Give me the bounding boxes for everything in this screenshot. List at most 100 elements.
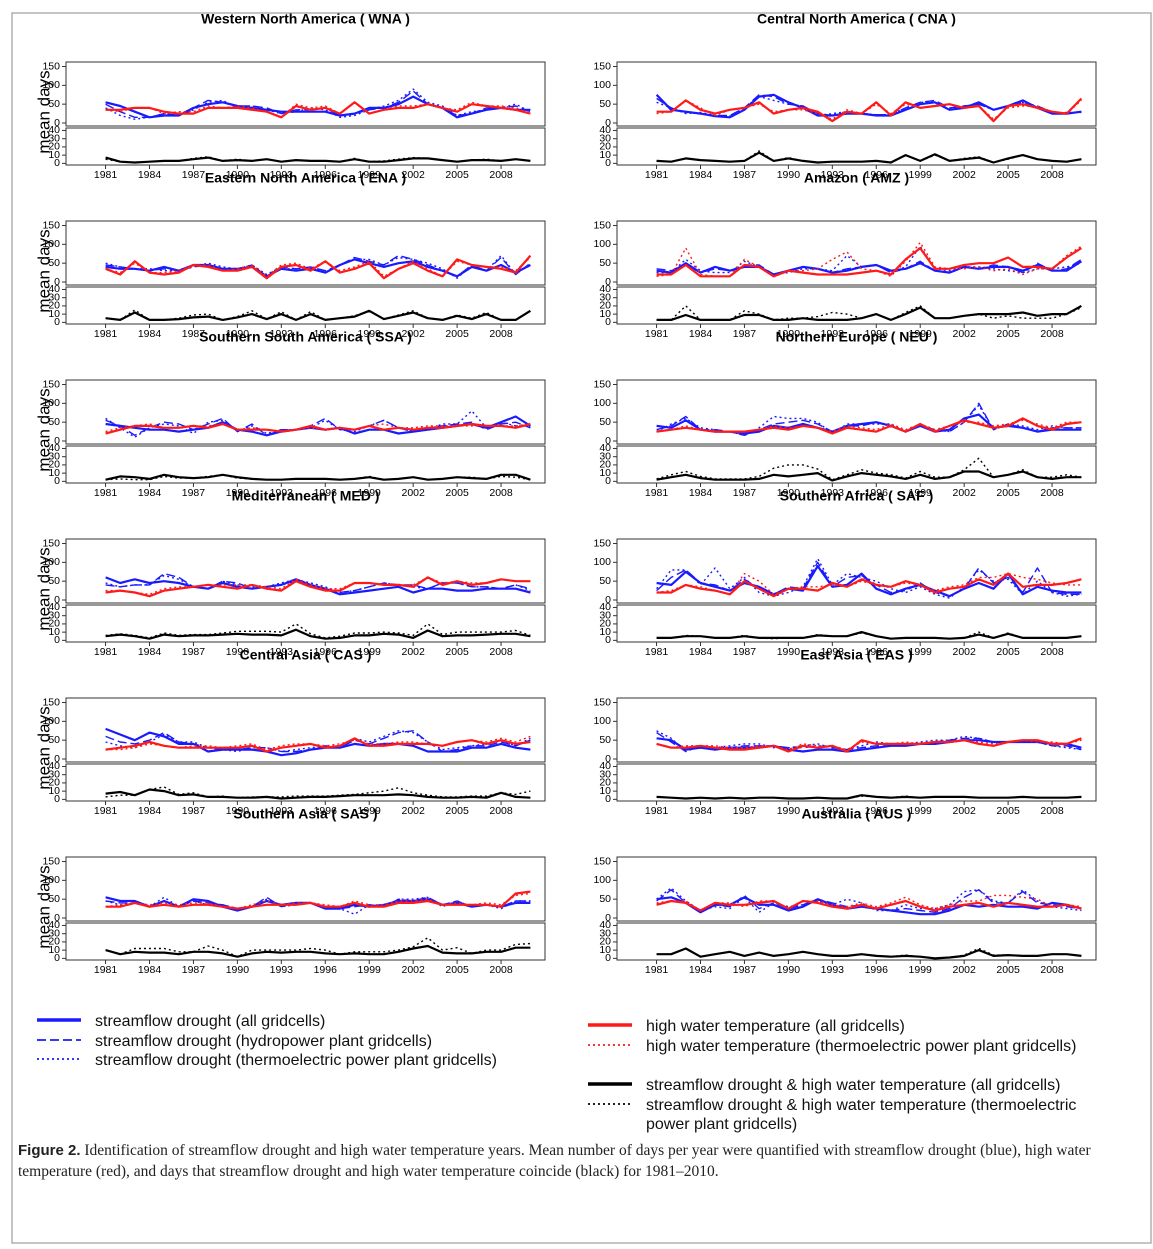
legend-label: high water temperature (all gridcells) (646, 1018, 905, 1035)
x-tick-label: 1996 (314, 487, 338, 499)
x-tick-label: 1990 (226, 169, 250, 181)
y-tick-label: 100 (593, 874, 611, 886)
x-tick-label: 1993 (270, 646, 294, 658)
y-axis-label: mean days (34, 865, 53, 948)
x-tick-label: 2002 (401, 805, 425, 817)
y-tick-label: 20 (48, 300, 60, 312)
series-line (105, 254, 532, 280)
x-tick-label: 1981 (645, 169, 669, 181)
y-tick-label: 20 (599, 459, 611, 471)
x-tick-label: 1981 (645, 646, 669, 658)
y-tick-label: 40 (599, 760, 611, 772)
y-tick-label: 30 (48, 291, 60, 303)
legend-item: streamflow drought (thermoelectric power… (35, 1051, 515, 1070)
x-tick-label: 1999 (909, 646, 933, 658)
x-tick-label: 1999 (358, 964, 382, 976)
y-tick-label: 10 (48, 785, 60, 797)
series-line (656, 894, 1082, 912)
y-tick-label: 0 (605, 753, 611, 765)
x-tick-label: 1984 (138, 328, 162, 340)
x-tick-label: 1990 (226, 805, 250, 817)
y-tick-label: 50 (48, 734, 60, 746)
x-tick-label: 1999 (909, 964, 933, 976)
x-tick-label: 1990 (777, 964, 801, 976)
series-line (105, 892, 531, 910)
series-line (656, 457, 1082, 481)
plot-frame (616, 856, 1097, 922)
y-axis-label: mean days (34, 706, 53, 789)
y-tick-label: 0 (54, 157, 60, 169)
series-line (105, 628, 531, 640)
x-tick-label: 1999 (909, 487, 933, 499)
x-tick-label: 2002 (952, 169, 976, 181)
x-tick-label: 1996 (865, 169, 889, 181)
x-tick-label: 1996 (314, 805, 338, 817)
series-line (656, 561, 1082, 597)
x-tick-label: 1990 (226, 964, 250, 976)
series-line (105, 944, 531, 958)
series-line (656, 151, 1082, 164)
plot-frame (616, 445, 1097, 484)
x-tick-label: 2002 (401, 487, 425, 499)
y-tick-label: 150 (593, 855, 611, 867)
y-tick-label: 0 (605, 157, 611, 169)
y-tick-label: 30 (599, 450, 611, 462)
x-tick-label: 1984 (689, 169, 713, 181)
y-tick-label: 0 (605, 117, 611, 129)
x-tick-label: 2008 (489, 328, 513, 340)
y-tick-label: 150 (42, 537, 60, 549)
y-tick-label: 100 (42, 397, 60, 409)
series-line (656, 305, 1082, 321)
series-line (656, 304, 1082, 321)
x-tick-label: 1984 (689, 646, 713, 658)
panel-title: Northern Europe ( NEU ) (776, 329, 938, 345)
y-tick-label: 50 (48, 575, 60, 587)
y-tick-label: 30 (48, 927, 60, 939)
panel-title: Western North America ( WNA ) (201, 11, 410, 27)
x-tick-label: 2005 (445, 805, 469, 817)
y-tick-label: 30 (599, 291, 611, 303)
series-line (105, 156, 531, 164)
series-line (656, 247, 1082, 278)
x-tick-label: 2002 (401, 964, 425, 976)
series-line (105, 256, 531, 277)
x-tick-label: 1996 (314, 964, 338, 976)
y-tick-label: 20 (48, 618, 60, 630)
y-tick-label: 50 (599, 734, 611, 746)
panel-title: Central North America ( CNA ) (757, 11, 956, 27)
legend-swatch (37, 1058, 81, 1060)
series-line (105, 423, 531, 433)
plot-frame (616, 697, 1097, 763)
x-tick-label: 1996 (314, 328, 338, 340)
series-line (656, 739, 1082, 751)
x-tick-label: 1993 (270, 328, 294, 340)
x-tick-label: 1990 (777, 328, 801, 340)
y-tick-label: 150 (593, 537, 611, 549)
series-line (656, 419, 1082, 433)
x-tick-label: 1990 (777, 805, 801, 817)
plot-frame (616, 538, 1097, 604)
y-tick-label: 0 (54, 952, 60, 964)
y-tick-label: 30 (599, 927, 611, 939)
x-tick-label: 1993 (270, 805, 294, 817)
x-tick-label: 1990 (226, 328, 250, 340)
y-tick-label: 100 (42, 715, 60, 727)
series-line (105, 473, 531, 481)
x-tick-label: 1987 (733, 487, 757, 499)
y-tick-label: 100 (593, 79, 611, 91)
y-tick-label: 100 (42, 874, 60, 886)
x-tick-label: 1993 (821, 805, 845, 817)
y-axis-label: mean days (34, 229, 53, 312)
y-tick-label: 0 (54, 435, 60, 447)
y-tick-label: 30 (599, 609, 611, 621)
plot-frame (65, 538, 546, 604)
y-tick-label: 20 (599, 936, 611, 948)
x-tick-label: 1987 (733, 328, 757, 340)
y-tick-label: 20 (599, 618, 611, 630)
x-tick-label: 1993 (821, 328, 845, 340)
series-line (656, 631, 1082, 640)
panel-title: Southern Asia ( SAS ) (233, 806, 377, 822)
x-tick-label: 1993 (821, 487, 845, 499)
series-line (656, 889, 1082, 913)
y-tick-label: 40 (599, 283, 611, 295)
